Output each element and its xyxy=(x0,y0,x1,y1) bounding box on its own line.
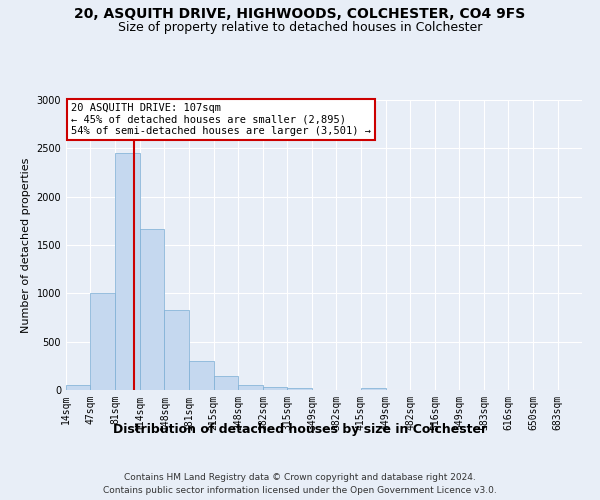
Bar xyxy=(238,385,263,390)
Text: Distribution of detached houses by size in Colchester: Distribution of detached houses by size … xyxy=(113,422,487,436)
Text: Contains public sector information licensed under the Open Government Licence v3: Contains public sector information licen… xyxy=(103,486,497,495)
Bar xyxy=(164,310,189,390)
Bar xyxy=(361,388,386,390)
Text: Contains HM Land Registry data © Crown copyright and database right 2024.: Contains HM Land Registry data © Crown c… xyxy=(124,472,476,482)
Bar xyxy=(214,376,238,390)
Bar xyxy=(263,386,287,390)
Bar xyxy=(66,385,90,390)
Bar xyxy=(189,361,214,390)
Text: 20, ASQUITH DRIVE, HIGHWOODS, COLCHESTER, CO4 9FS: 20, ASQUITH DRIVE, HIGHWOODS, COLCHESTER… xyxy=(74,8,526,22)
Text: Size of property relative to detached houses in Colchester: Size of property relative to detached ho… xyxy=(118,21,482,34)
Text: 20 ASQUITH DRIVE: 107sqm
← 45% of detached houses are smaller (2,895)
54% of sem: 20 ASQUITH DRIVE: 107sqm ← 45% of detach… xyxy=(71,103,371,136)
Y-axis label: Number of detached properties: Number of detached properties xyxy=(21,158,31,332)
Bar xyxy=(90,294,115,390)
Bar xyxy=(287,388,312,390)
Bar xyxy=(140,228,164,390)
Bar xyxy=(115,153,140,390)
